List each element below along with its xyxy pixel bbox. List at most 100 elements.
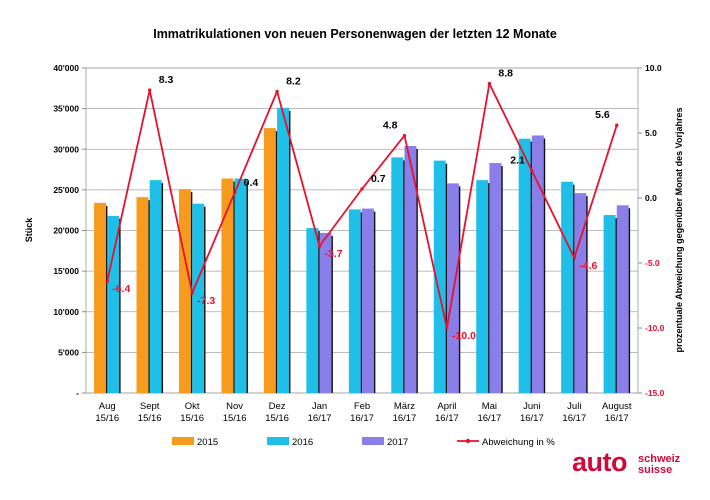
y-tick-label-left: 15'000 [53, 266, 79, 276]
bar-depth-edge [359, 212, 363, 393]
bar-2017[interactable] [404, 146, 417, 393]
deviation-value-label: -3.7 [325, 248, 343, 260]
deviation-point[interactable] [147, 88, 152, 92]
bar-2015[interactable] [94, 202, 107, 394]
logo-wordmark: auto [572, 447, 627, 477]
y-tick-label-right: 10.0 [645, 63, 662, 73]
bar-depth-edge [160, 183, 164, 394]
deviation-point[interactable] [232, 191, 237, 195]
bar-2016[interactable] [277, 107, 290, 393]
deviation-value-label: -7.3 [197, 295, 215, 307]
y-tick-label-left: 20'000 [53, 226, 79, 236]
y-axis-right-ticks: -15.0 -10.0 -5.0 0.0 5.0 10.0 [638, 63, 665, 398]
bar-2017[interactable] [574, 193, 587, 394]
legend-label-2016[interactable]: 2016 [292, 437, 313, 448]
bar-2017[interactable] [319, 232, 332, 393]
y-tick-label-left: 30'000 [53, 144, 79, 154]
bar-2015[interactable] [263, 128, 276, 394]
bar-2016[interactable] [107, 215, 120, 394]
deviation-point[interactable] [572, 256, 577, 260]
bar-depth-edge [105, 205, 108, 394]
bar-2015[interactable] [136, 197, 149, 393]
legend-swatch-2015 [172, 437, 194, 445]
deviation-point[interactable] [445, 326, 449, 330]
bar-2016[interactable] [561, 181, 574, 393]
x-axis-label-line2: 16/17 [477, 413, 501, 424]
bar-2016[interactable] [391, 157, 404, 394]
legend-swatch-2016 [267, 437, 289, 445]
y-tick-label-left: 5'000 [58, 347, 79, 357]
deviation-value-label: 8.3 [159, 74, 174, 86]
bar-2016[interactable] [234, 178, 247, 394]
deviation-point[interactable] [190, 291, 194, 295]
bar-depth-edge [542, 138, 546, 393]
x-axis-label-line1: August [602, 401, 632, 412]
deviation-value-label: 2.1 [510, 155, 525, 167]
x-axis-category-labels: Aug15/16Sept15/16Okt15/16Nov15/16Dez15/1… [95, 401, 632, 424]
deviation-value-label: 0.4 [244, 177, 259, 189]
logo-subtext-line2: suisse [638, 464, 672, 476]
bar-2016[interactable] [306, 228, 319, 393]
logo-subtext-line1: schweiz [638, 453, 681, 465]
x-axis-label-line2: 15/16 [265, 413, 289, 424]
bar-2017[interactable] [489, 163, 502, 393]
deviation-point[interactable] [360, 187, 364, 191]
bar-2016[interactable] [192, 203, 205, 393]
bar-2016[interactable] [603, 215, 616, 393]
deviation-value-label: -4.6 [579, 260, 597, 272]
deviation-point-labels: -6.4 8.3 -7.3 0.4 8.2 -3.7 0.7 4.8 -10.0 8.8 2.1 -4… [112, 68, 610, 342]
bar-depth-edge [614, 218, 617, 393]
bar-2015[interactable] [221, 178, 234, 394]
y-axis-left-ticks: - 5'000 10'000 15'000 20'000 25'000 30'000 35'0… [53, 63, 86, 398]
deviation-point[interactable] [317, 244, 322, 248]
bar-depth-edge [317, 231, 320, 393]
x-axis-label-line1: März [394, 401, 415, 412]
bar-2017[interactable] [531, 135, 544, 393]
x-axis-label-line1: Feb [354, 401, 370, 412]
legend-label-2015[interactable]: 2015 [197, 437, 218, 448]
deviation-value-label: 8.2 [286, 75, 301, 87]
bar-depth-edge [487, 183, 490, 394]
bar-2016[interactable] [476, 180, 489, 394]
bar-depth-edge [232, 181, 235, 393]
legend-point-marker [465, 438, 471, 444]
y-tick-label-right: -5.0 [645, 258, 660, 268]
y-tick-label-left: - [76, 388, 79, 398]
bar-depth-edge [245, 181, 248, 393]
deviation-point[interactable] [275, 89, 279, 94]
x-axis-label-line1: Mai [482, 401, 497, 412]
y-axis-right-title: prozentuale Abweichung gegenüber Monat d… [674, 107, 684, 352]
deviation-point[interactable] [105, 279, 109, 283]
y-axis-left-title: Stück [24, 217, 34, 243]
bar-depth-edge [147, 200, 150, 393]
y-tick-label-left: 40'000 [53, 63, 79, 73]
legend-label-2017[interactable]: 2017 [387, 437, 408, 448]
bar-depth-edge [402, 160, 405, 394]
bar-2016[interactable] [518, 138, 531, 393]
deviation-point[interactable] [615, 123, 619, 127]
deviation-line-series [105, 81, 619, 330]
bar-depth-edge [572, 184, 575, 393]
deviation-point[interactable] [487, 81, 492, 86]
bar-2017[interactable] [446, 183, 459, 394]
x-axis-label-line1: Juli [567, 401, 581, 412]
deviation-point[interactable] [530, 169, 534, 173]
legend-label-Abweichung in %[interactable]: Abweichung in % [482, 437, 555, 448]
bar-2016[interactable] [348, 209, 361, 393]
legend-swatch-2017 [362, 437, 384, 445]
bar-2017[interactable] [362, 208, 374, 393]
bar-2016[interactable] [149, 180, 162, 394]
x-axis-label-line2: 15/16 [180, 413, 204, 424]
bar-2015[interactable] [178, 189, 191, 393]
deviation-point[interactable] [402, 133, 407, 138]
bar-depth-edge [203, 206, 206, 393]
bar-2016[interactable] [433, 160, 446, 394]
bar-2017[interactable] [616, 205, 629, 393]
x-axis-label-line2: 15/16 [138, 413, 162, 424]
x-axis-label-line2: 16/17 [393, 413, 417, 424]
x-axis-label-line2: 16/17 [562, 413, 586, 424]
y-tick-label-right: 0.0 [645, 193, 657, 203]
deviation-value-label: -10.0 [452, 330, 476, 342]
deviation-value-label: 4.8 [383, 120, 398, 132]
